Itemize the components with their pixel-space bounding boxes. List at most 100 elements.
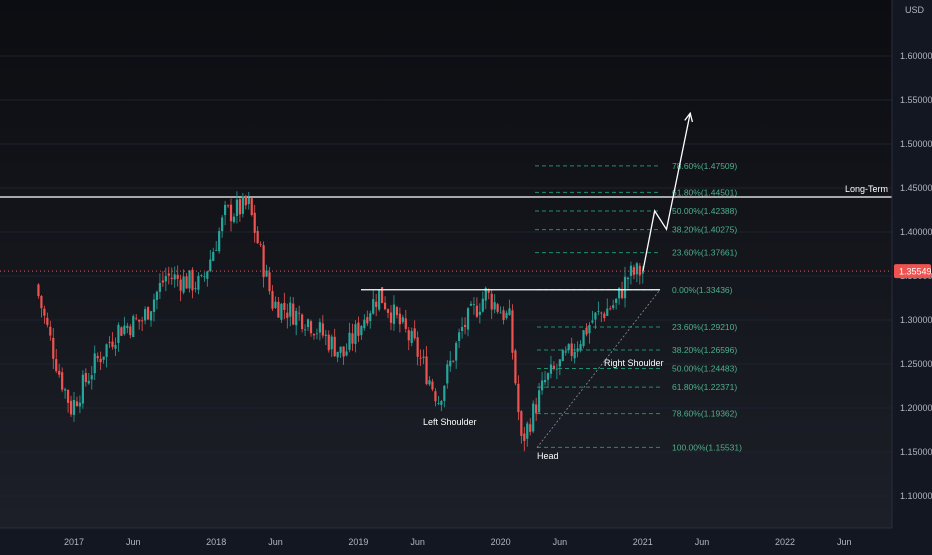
candle-body bbox=[475, 305, 478, 317]
candle-body bbox=[579, 344, 582, 350]
fib-extension-label: 61.80%(1.44501) bbox=[672, 187, 737, 197]
time-tick-label: Jun bbox=[268, 537, 283, 547]
candle-body bbox=[126, 325, 129, 329]
candle-body bbox=[363, 319, 366, 329]
candle-body bbox=[75, 401, 79, 406]
time-tick-label: 2019 bbox=[348, 537, 368, 547]
candle-body bbox=[641, 272, 644, 274]
candle-body bbox=[283, 302, 286, 310]
candle-body bbox=[493, 302, 496, 310]
candle-body bbox=[558, 359, 561, 367]
candle-body bbox=[265, 270, 268, 277]
candle-body bbox=[514, 350, 517, 384]
current-price-badge bbox=[894, 264, 931, 279]
candle-body bbox=[567, 344, 570, 350]
candle-body bbox=[623, 276, 627, 299]
candle-body bbox=[235, 199, 239, 216]
current-price-label: 1.35549 bbox=[899, 267, 932, 277]
candle-body bbox=[315, 333, 319, 335]
candle-body bbox=[241, 196, 244, 214]
candle-body bbox=[463, 324, 467, 327]
fib-retracement-label: 50.00%(1.24483) bbox=[672, 364, 737, 374]
candle-body bbox=[336, 351, 339, 358]
candle-body bbox=[274, 301, 277, 308]
candle-body bbox=[496, 304, 499, 312]
candle-body bbox=[215, 249, 218, 251]
candle-body bbox=[253, 212, 256, 233]
candle-body bbox=[132, 316, 135, 338]
candle-body bbox=[546, 373, 550, 380]
candle-body bbox=[218, 231, 221, 252]
candle-body bbox=[43, 308, 46, 316]
candle-body bbox=[306, 319, 310, 328]
candle-body bbox=[603, 313, 606, 319]
candle-body bbox=[123, 325, 126, 335]
candle-body bbox=[440, 400, 443, 405]
candle-body bbox=[58, 370, 61, 375]
time-tick-label: 2017 bbox=[64, 537, 84, 547]
candle-body bbox=[179, 279, 182, 291]
candle-body bbox=[372, 299, 375, 314]
price-tick-label: 1.20000 bbox=[900, 403, 932, 413]
candle-body bbox=[209, 259, 212, 272]
candle-body bbox=[348, 332, 351, 350]
candle-body bbox=[96, 355, 99, 359]
candle-body bbox=[591, 320, 594, 323]
candle-body bbox=[629, 265, 633, 277]
candle-body bbox=[526, 423, 529, 439]
candle-body bbox=[523, 433, 526, 442]
candle-body bbox=[422, 356, 425, 358]
candle-body bbox=[416, 337, 419, 357]
projection-path bbox=[642, 113, 691, 272]
candle-body bbox=[517, 383, 520, 413]
candle-body bbox=[561, 350, 564, 362]
price-tick-label: 1.60000 bbox=[900, 51, 932, 61]
candle-body bbox=[298, 312, 301, 314]
fib-extension-label: 50.00%(1.42388) bbox=[672, 206, 737, 216]
candle-body bbox=[570, 343, 573, 356]
candle-body bbox=[345, 351, 348, 356]
candle-body bbox=[229, 204, 233, 222]
candle-body bbox=[176, 274, 179, 279]
candle-body bbox=[466, 308, 470, 330]
candle-body bbox=[87, 380, 90, 384]
price-tick-label: 1.50000 bbox=[900, 139, 932, 149]
candle-body bbox=[594, 312, 597, 320]
candle-body bbox=[499, 312, 502, 314]
price-tick-label: 1.55000 bbox=[900, 95, 932, 105]
candle-body bbox=[197, 275, 200, 290]
candle-body bbox=[52, 337, 55, 359]
candle-body bbox=[535, 404, 538, 414]
candle-body bbox=[200, 275, 203, 276]
candle-body bbox=[635, 263, 638, 275]
candle-body bbox=[49, 326, 52, 336]
candle-body bbox=[505, 312, 508, 319]
candle-body bbox=[502, 310, 505, 321]
candle-body bbox=[271, 291, 274, 309]
currency-label: USD bbox=[905, 5, 925, 15]
candle-body bbox=[564, 351, 567, 353]
candle-body bbox=[606, 308, 609, 316]
candle-body bbox=[469, 303, 473, 306]
candle-body bbox=[638, 265, 641, 276]
candle-body bbox=[529, 424, 532, 432]
candle-body bbox=[309, 321, 313, 334]
candle-body bbox=[428, 380, 431, 385]
candle-body bbox=[366, 317, 369, 324]
candle-body bbox=[609, 308, 612, 310]
candle-body bbox=[576, 348, 579, 352]
candle-body bbox=[375, 301, 378, 308]
fib-retracement-label: 0.00%(1.33436) bbox=[672, 285, 733, 295]
candle-body bbox=[404, 318, 407, 329]
candle-body bbox=[102, 356, 105, 360]
candle-body bbox=[419, 357, 422, 359]
candle-body bbox=[40, 296, 43, 309]
candle-body bbox=[330, 336, 333, 350]
candle-body bbox=[339, 346, 342, 353]
candle-body bbox=[452, 360, 455, 362]
candle-body bbox=[508, 308, 511, 316]
candle-body bbox=[72, 399, 76, 415]
candle-body bbox=[484, 287, 487, 301]
